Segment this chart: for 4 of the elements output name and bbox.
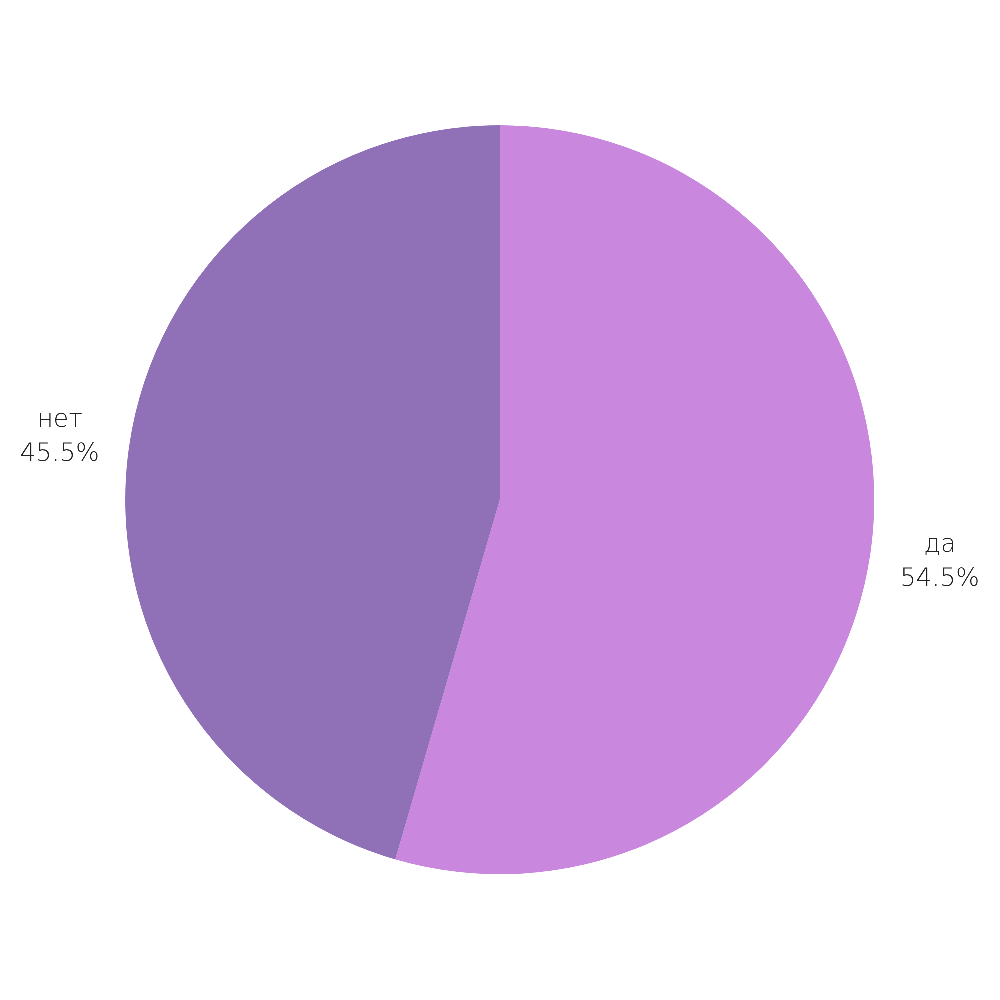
data-label: 54.5%: [900, 563, 980, 592]
slice-label: да: [924, 529, 956, 558]
slice-label: нет: [37, 404, 83, 433]
data-label: 45.5%: [20, 438, 100, 467]
